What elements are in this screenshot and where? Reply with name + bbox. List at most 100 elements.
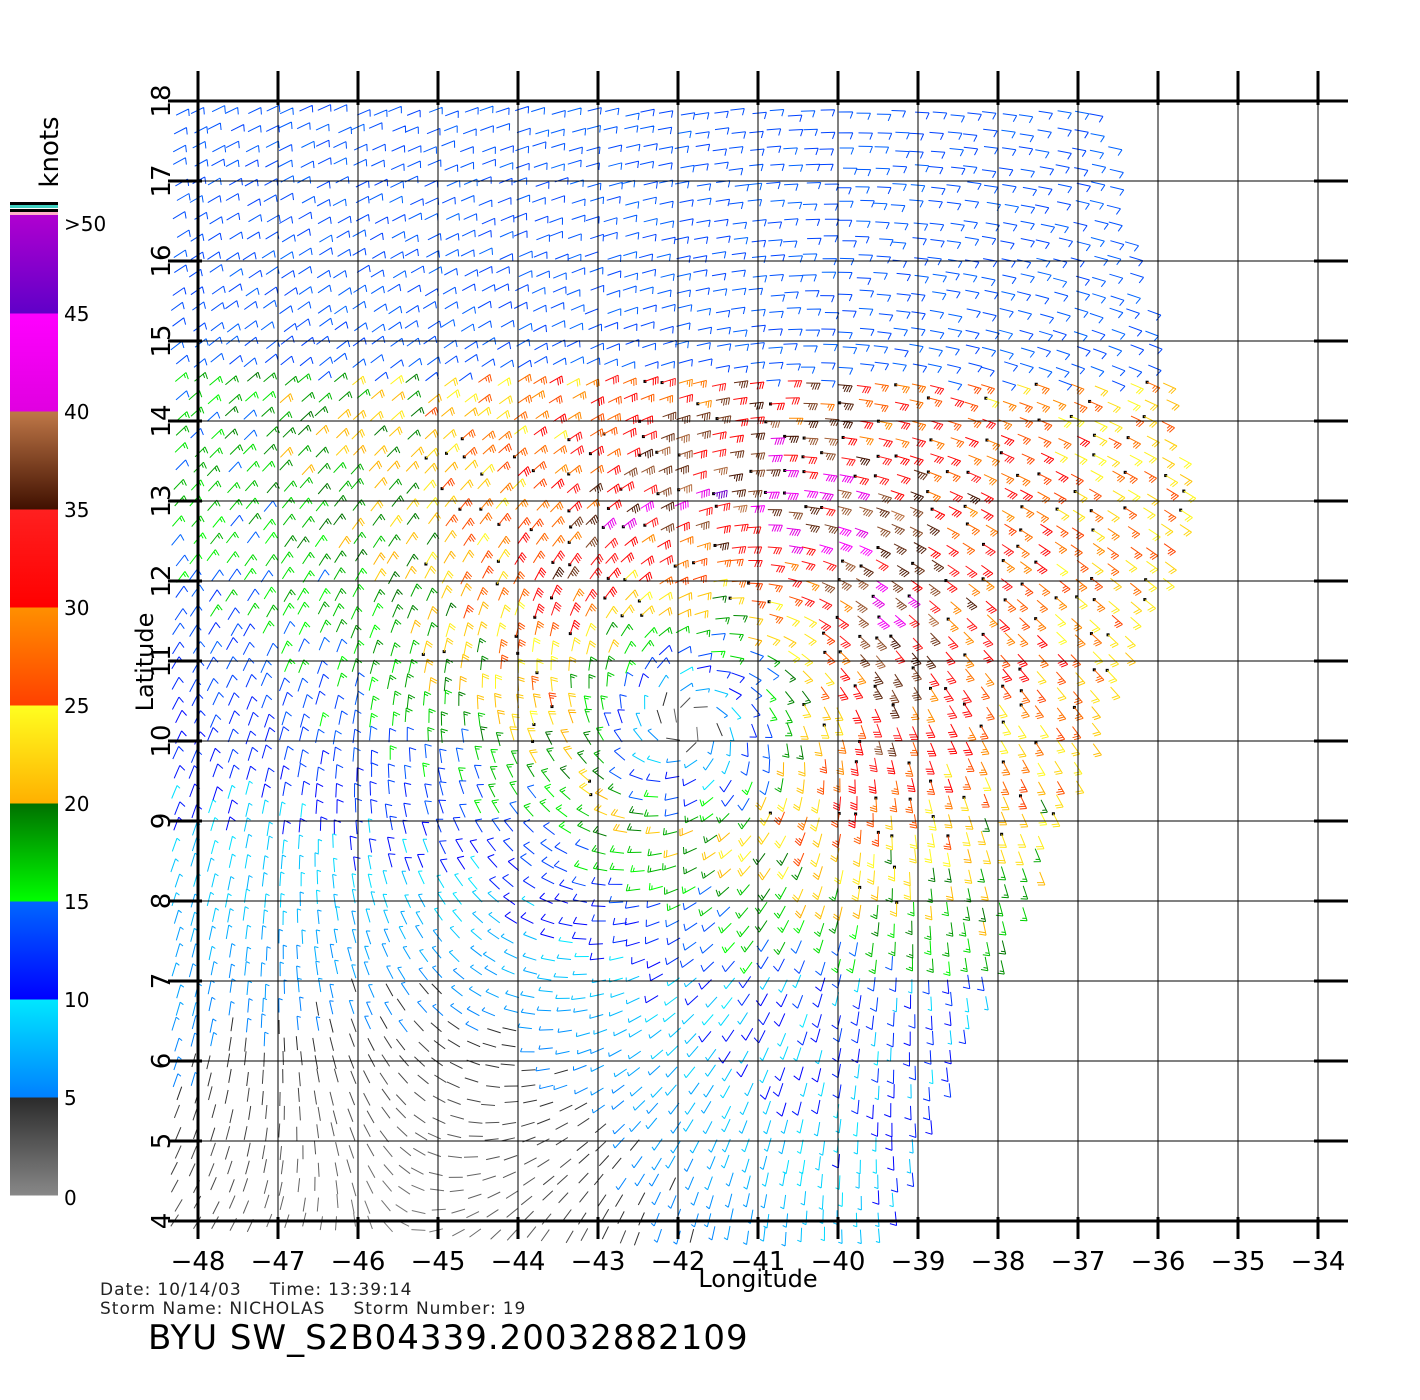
wind-barb-group bbox=[407, 429, 587, 764]
colorbar-tick-label: 10 bbox=[64, 988, 89, 1012]
wind-barb-group bbox=[595, 726, 971, 953]
wind-barb-group bbox=[674, 499, 689, 511]
wind-barb-group bbox=[804, 420, 819, 429]
pass-metadata-line-1: Date: 10/14/03 Time: 13:39:14 bbox=[100, 1282, 412, 1299]
wind-barb-group bbox=[348, 1145, 462, 1159]
wind-barb-group bbox=[452, 873, 877, 1174]
colorbar-tick-label: 35 bbox=[64, 498, 89, 522]
rain-flag-marker bbox=[859, 564, 863, 568]
wind-barb-group bbox=[281, 566, 295, 580]
wind-barb-group bbox=[302, 1145, 442, 1227]
wind-barb-group bbox=[356, 388, 896, 957]
wind-barb-group bbox=[176, 107, 1143, 817]
wind-barb-group bbox=[641, 533, 1083, 632]
rain-flag-marker bbox=[1016, 473, 1020, 477]
wind-barb-group bbox=[466, 1211, 480, 1219]
wind-barb-group bbox=[1089, 400, 1103, 413]
wind-barb-group bbox=[887, 742, 897, 757]
wind-barb-group bbox=[660, 430, 711, 533]
wind-barb-group bbox=[211, 109, 1162, 932]
wind-barb-group bbox=[206, 375, 348, 633]
wind-barb-group bbox=[1019, 402, 1033, 413]
colorbar-stripe bbox=[10, 205, 58, 208]
wind-barb-group bbox=[351, 512, 771, 881]
rain-flag-marker bbox=[946, 834, 950, 838]
wind-barb-group bbox=[441, 457, 1176, 626]
wind-barb-group bbox=[263, 518, 592, 710]
rain-flag-marker bbox=[926, 490, 930, 494]
rain-flag-marker bbox=[985, 438, 989, 442]
wind-barb-group bbox=[266, 481, 420, 494]
wind-barb-group bbox=[731, 672, 912, 1121]
wind-barb-group bbox=[617, 1211, 695, 1243]
wind-barb-group bbox=[280, 551, 608, 710]
wind-barb-group bbox=[301, 911, 786, 1242]
wind-barb-group bbox=[298, 817, 893, 1169]
wind-barb-group bbox=[585, 536, 599, 548]
wind-barb-group bbox=[391, 410, 971, 847]
latitude-tick-label: 12 bbox=[147, 564, 177, 597]
wind-barb-group bbox=[663, 849, 678, 859]
wind-barb-group bbox=[534, 434, 1055, 794]
wind-barb-group bbox=[408, 712, 985, 992]
wind-barb-group bbox=[190, 712, 642, 867]
wind-barb-group bbox=[172, 110, 1050, 867]
wind-barb-group bbox=[174, 372, 932, 956]
wind-barb-group bbox=[317, 406, 425, 495]
wind-barb-group bbox=[245, 752, 645, 849]
wind-barb-group bbox=[173, 105, 1107, 801]
wind-barb-group bbox=[577, 820, 591, 832]
wind-barb-group bbox=[296, 1003, 444, 1031]
wind-barb-group bbox=[837, 506, 852, 516]
wind-barb-group bbox=[319, 1193, 339, 1231]
rain-flag-marker bbox=[603, 596, 607, 600]
wind-barb-group bbox=[242, 443, 257, 455]
wind-barb-group bbox=[369, 650, 841, 974]
wind-barb-group bbox=[997, 385, 1192, 864]
wind-barb-group bbox=[207, 723, 723, 1152]
rain-flag-marker bbox=[876, 830, 880, 834]
wind-barb-group bbox=[927, 613, 940, 627]
wind-barb-group bbox=[312, 709, 662, 1246]
colorbar-band bbox=[10, 803, 58, 902]
wind-barb-group bbox=[368, 460, 763, 647]
wind-barb-group bbox=[878, 493, 892, 504]
latitude-tick-label: 11 bbox=[147, 644, 177, 677]
wind-barb-group bbox=[329, 1091, 391, 1119]
wind-barb-group bbox=[837, 489, 852, 500]
wind-barb-group bbox=[821, 582, 836, 594]
wind-barb-group bbox=[388, 534, 401, 547]
wind-barb-group bbox=[566, 377, 1156, 882]
wind-barb-group bbox=[190, 911, 642, 1038]
wind-barb-group bbox=[282, 944, 355, 1014]
wind-barb-group bbox=[640, 393, 1017, 613]
time-label: Time: bbox=[269, 1280, 323, 1300]
wind-barb-group bbox=[319, 619, 1028, 936]
rain-flag-marker bbox=[907, 594, 911, 598]
wind-barb-group bbox=[264, 531, 753, 974]
wind-barb-group bbox=[194, 1022, 607, 1207]
rain-flag-marker bbox=[984, 396, 988, 400]
rain-flag-marker bbox=[623, 578, 627, 582]
wind-barb-group bbox=[641, 465, 868, 614]
wind-barb-group bbox=[477, 478, 524, 709]
wind-barb-group bbox=[365, 928, 787, 1247]
wind-barb-group bbox=[913, 469, 928, 481]
wind-barb-group bbox=[193, 109, 1124, 811]
wind-barb-group bbox=[192, 821, 697, 1000]
wind-barb-group bbox=[210, 106, 1069, 952]
wind-barb-group bbox=[247, 496, 690, 800]
colorbar-stripe bbox=[10, 202, 58, 205]
wind-barb-group bbox=[474, 818, 483, 833]
wind-barb-group bbox=[698, 688, 952, 1065]
wind-barb-group bbox=[245, 497, 436, 723]
wind-barb-group bbox=[244, 554, 258, 567]
wind-barb-group bbox=[229, 1020, 426, 1124]
rain-flag-marker bbox=[981, 577, 985, 581]
wind-barb-group bbox=[931, 435, 1091, 668]
rain-flag-marker bbox=[712, 492, 716, 496]
wind-barb-group bbox=[586, 498, 1088, 592]
rain-flag-marker bbox=[1001, 720, 1005, 724]
rain-flag-marker bbox=[982, 542, 986, 546]
rain-flag-marker bbox=[876, 454, 880, 458]
